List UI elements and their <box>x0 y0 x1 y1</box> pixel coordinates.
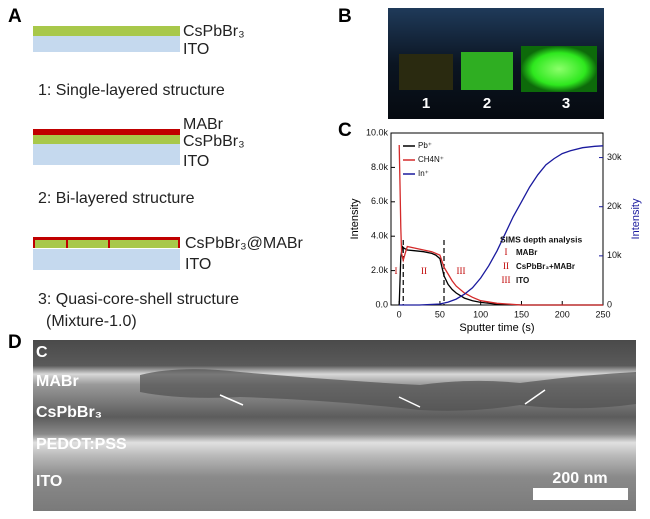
layer <box>33 36 180 52</box>
region-numeral: III <box>457 266 466 276</box>
caption: 3: Quasi-core-shell structure <box>38 291 239 308</box>
sample-label: 2 <box>483 95 491 112</box>
layer <box>33 129 180 135</box>
shell <box>66 237 68 248</box>
arrow <box>398 396 421 408</box>
series-line <box>398 144 603 306</box>
region-numeral: I <box>395 266 398 276</box>
layer-label: CsPbBr₃ <box>183 23 245 40</box>
sample <box>461 52 513 90</box>
region-numeral: II <box>421 266 427 276</box>
panel-label: C <box>338 120 352 141</box>
panel-label: A <box>8 6 22 27</box>
panel-label: B <box>338 6 352 27</box>
panel-label: D <box>8 332 22 353</box>
scale-bar-label: 200 nm <box>552 470 607 487</box>
layer-label: CsPbBr₃@MABr <box>185 235 304 252</box>
shell <box>33 237 35 248</box>
y-axis-label: Intensity <box>349 198 361 239</box>
plot-frame <box>390 132 604 306</box>
sample <box>399 54 453 90</box>
region-label: MABr <box>516 248 537 257</box>
series-line <box>399 145 604 306</box>
grain <box>140 369 636 411</box>
scale-bar <box>533 488 628 500</box>
layer-label: ITO <box>183 153 209 170</box>
y-tick-label: 2.0k <box>371 265 389 275</box>
layer-label: ITO <box>183 41 209 58</box>
region-label: CsPbBr₃+MABr <box>516 262 575 271</box>
layer-label: CsPbBr₃ <box>183 133 245 150</box>
structure-3: CsPbBr₃@MABr ITO 3: Quasi-core-shell str… <box>33 235 304 330</box>
sample-label: 1 <box>422 95 430 112</box>
micrograph: C MABr CsPbBr₃ PEDOT:PSS ITO 200 nm <box>33 340 636 511</box>
shell <box>108 237 110 248</box>
x-tick-label: 0 <box>397 309 402 319</box>
layer-label: MABr <box>183 116 224 133</box>
sample <box>521 46 597 92</box>
x-tick-label: 200 <box>555 309 570 319</box>
layer-label: MABr <box>36 373 79 390</box>
y2-axis-label: Intensity <box>630 198 642 239</box>
region-numeral: III <box>502 275 511 285</box>
legend-label: CH4N⁺ <box>418 155 444 164</box>
layer <box>33 240 180 248</box>
series-line <box>398 245 603 306</box>
arrow <box>524 389 546 405</box>
caption-note: (Mixture-1.0) <box>46 313 137 330</box>
y-tick-label: 4.0k <box>371 231 389 241</box>
layer <box>33 249 180 270</box>
structure-1: CsPbBr₃ ITO 1: Single-layered structure <box>33 23 245 99</box>
legend-label: Pb⁺ <box>418 141 432 150</box>
x-tick-label: 50 <box>435 309 445 319</box>
layer <box>33 26 180 36</box>
y2-tick-label: 0 <box>607 299 612 309</box>
layer-label: CsPbBr₃ <box>36 404 102 421</box>
y-tick-label: 10.0k <box>366 127 389 137</box>
y-tick-label: 6.0k <box>371 196 389 206</box>
sample-label: 3 <box>562 95 570 112</box>
layer-label: PEDOT:PSS <box>36 436 127 453</box>
x-tick-label: 250 <box>595 309 610 319</box>
x-tick-label: 100 <box>473 309 488 319</box>
layer <box>33 237 180 240</box>
photo: 1 2 3 <box>388 8 604 119</box>
shell <box>178 237 180 248</box>
y2-tick-label: 10k <box>607 250 622 260</box>
region-label: ITO <box>516 276 529 285</box>
caption: 2: Bi-layered structure <box>38 190 195 207</box>
legend-label: In⁺ <box>418 169 429 178</box>
y2-tick-label: 30k <box>607 152 622 162</box>
layer <box>33 144 180 165</box>
x-axis-label: Sputter time (s) <box>459 322 534 334</box>
y-tick-label: 8.0k <box>371 162 389 172</box>
layer-label: ITO <box>185 256 211 273</box>
micrograph-image <box>33 340 636 511</box>
layer-label: C <box>36 344 48 361</box>
layer-label: ITO <box>36 473 62 490</box>
region-numeral: I <box>505 247 508 257</box>
arrow <box>219 394 244 406</box>
x-tick-label: 150 <box>514 309 529 319</box>
layer <box>33 135 180 144</box>
y2-tick-label: 20k <box>607 201 622 211</box>
y-tick-label: 0.0 <box>375 299 388 309</box>
structure-2: MABr CsPbBr₃ ITO 2: Bi-layered structure <box>33 116 245 207</box>
caption: 1: Single-layered structure <box>38 82 225 99</box>
chart: 0 50 100 150 200 250 0.0 2.0k 4.0k 6.0k 8.0k 10.0k 0… <box>349 127 642 334</box>
region-numeral: II <box>503 261 509 271</box>
annotation-title: SIMS depth analysis <box>500 234 582 244</box>
